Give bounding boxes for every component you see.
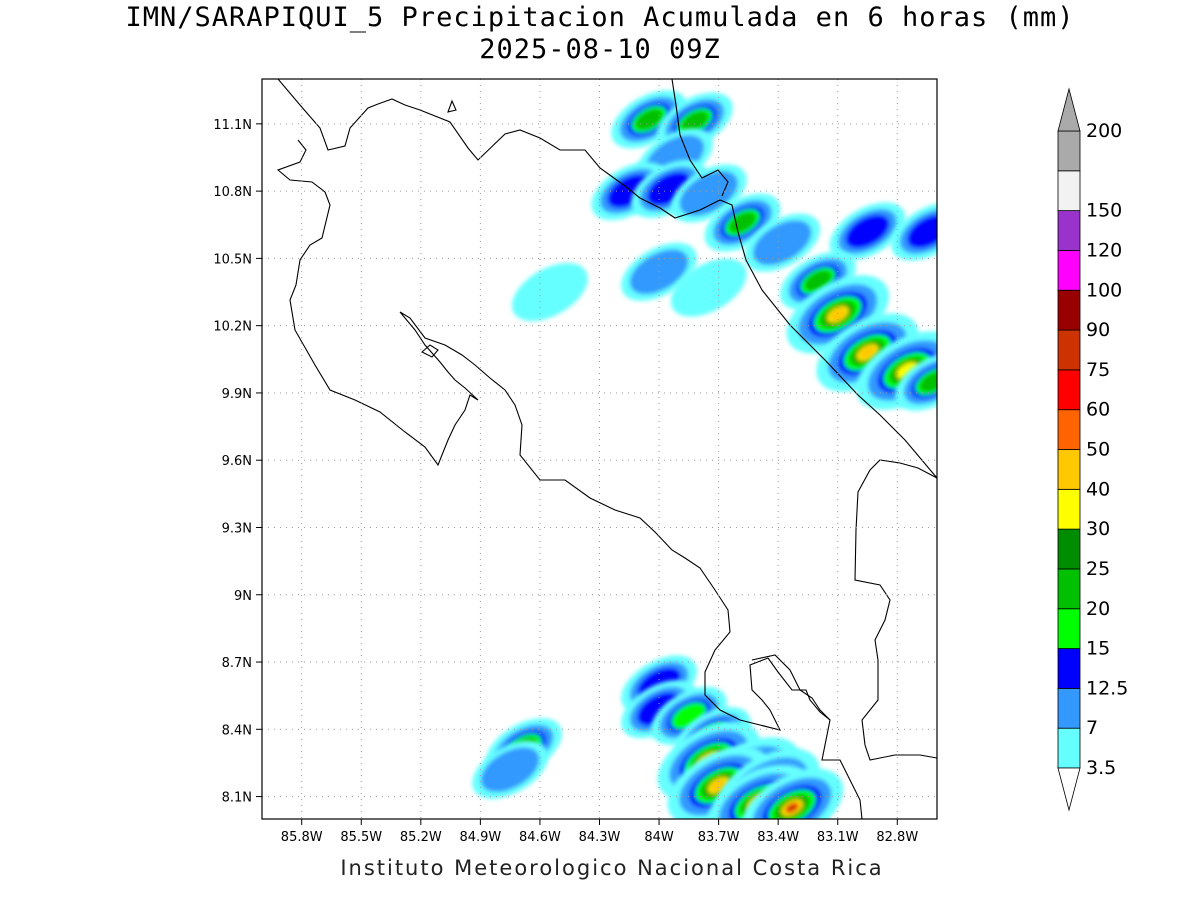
legend-swatch	[1057, 488, 1081, 530]
precip-cell	[511, 262, 588, 322]
legend-label: 90	[1086, 319, 1110, 341]
axis-ticks: 85.8W 85.5W 85.2W 84.9W 84.6W 84.3W 84W 83.7W 83…	[213, 118, 918, 845]
precip-layer	[472, 90, 937, 819]
precip-contour	[729, 212, 756, 233]
tick-label-lon: 85.5W	[340, 830, 382, 845]
legend-label: 50	[1086, 439, 1110, 461]
precip-cell	[740, 768, 844, 819]
tick-label-lat: 9.9N	[222, 387, 252, 402]
precip-contour	[828, 307, 847, 322]
precip-cell	[472, 740, 549, 799]
legend-label: 150	[1086, 200, 1122, 222]
legend-label: 20	[1086, 598, 1110, 620]
chart-title: IMN/SARAPIQUI_5 Precipitacion Acumulada …	[125, 2, 1075, 33]
color-legend: 3.5 7 12.5 15 20 25 30 40 50 60 75 90 100 120 150 200	[1057, 87, 1128, 812]
precip-contour	[858, 345, 877, 360]
legend-label: 25	[1086, 558, 1110, 580]
tick-label-lat: 10.2N	[213, 320, 252, 335]
legend-label: 75	[1086, 359, 1110, 381]
legend-swatch	[1057, 648, 1081, 689]
tick-label-lat: 8.4N	[222, 723, 252, 738]
tick-label-lon: 85.8W	[281, 830, 323, 845]
legend-swatch	[1057, 250, 1081, 291]
legend-swatch	[1057, 130, 1081, 172]
border-nicaragua-river	[671, 79, 729, 197]
legend-swatch	[1057, 409, 1081, 450]
legend-swatch	[1057, 449, 1081, 490]
precip-contour	[845, 214, 890, 249]
precip-cell	[744, 213, 821, 272]
legend-swatch	[1057, 687, 1081, 729]
legend-label: 120	[1086, 239, 1122, 261]
legend-swatch	[1057, 369, 1081, 411]
legend-swatch	[1057, 329, 1081, 371]
legend-swatch	[1057, 727, 1081, 769]
precip-contour	[481, 747, 540, 793]
tick-label-lat: 9.3N	[222, 521, 252, 536]
coastline-panama-peninsula	[751, 654, 831, 721]
legend-swatch	[1057, 210, 1081, 251]
tick-label-lon: 82.8W	[876, 830, 918, 845]
precip-contour	[511, 262, 588, 322]
legend-label: 40	[1086, 478, 1110, 500]
coastline-gulf-nicoya-island	[421, 344, 439, 358]
precip-cell	[670, 258, 747, 317]
precip-contour	[681, 111, 708, 132]
legend-swatch	[1057, 568, 1081, 610]
precip-contour	[679, 171, 738, 216]
precip-cell	[891, 202, 937, 261]
tick-label-lat: 8.7N	[222, 656, 252, 671]
coastline-main	[277, 79, 937, 479]
tick-label-lat: 9.6N	[222, 454, 252, 469]
legend-label: 7	[1086, 717, 1098, 739]
legend-label: 200	[1086, 120, 1122, 142]
footer-credit: Instituto Meteorologico Nacional Costa R…	[340, 856, 884, 880]
legend-swatch	[1057, 170, 1081, 212]
legend-swatch	[1057, 528, 1081, 570]
tick-label-lon: 85.2W	[400, 830, 442, 845]
legend-label: 30	[1086, 518, 1110, 540]
coastline-pacific	[276, 139, 863, 819]
tick-label-lon: 83.4W	[757, 830, 799, 845]
tick-label-lon: 84.9W	[459, 830, 501, 845]
tick-label-lat: 11.1N	[213, 118, 252, 133]
precip-cell	[895, 352, 937, 411]
legend-top-triangle	[1057, 87, 1081, 132]
tick-label-lat: 8.1N	[222, 791, 252, 806]
precip-contour	[670, 258, 747, 317]
precip-cell	[704, 193, 781, 252]
tick-label-lon: 84.3W	[579, 830, 621, 845]
tick-label-lon: 84W	[644, 830, 674, 845]
legend-label: 12.5	[1086, 677, 1128, 699]
legend-swatch	[1057, 289, 1081, 331]
precip-contour	[919, 371, 937, 392]
legend-label: 3.5	[1086, 757, 1116, 779]
coastline-layer	[276, 79, 937, 819]
precip-contour	[636, 109, 663, 130]
coastline-caribbean-panama	[854, 459, 937, 761]
legend-swatch	[1057, 608, 1081, 649]
tick-label-lat: 10.5N	[213, 252, 252, 267]
precip-contour	[753, 220, 812, 266]
legend-bottom-triangle	[1057, 767, 1081, 812]
precip-cell	[829, 202, 906, 261]
tick-label-lon: 83.1W	[817, 830, 859, 845]
chart-subtitle-datetime: 2025-08-10 09Z	[479, 34, 721, 65]
tick-label-lon: 83.7W	[698, 830, 740, 845]
precip-contour	[787, 804, 797, 812]
legend-label: 100	[1086, 279, 1122, 301]
precip-contour	[907, 214, 937, 249]
legend-label: 15	[1086, 638, 1110, 660]
tick-label-lat: 10.8N	[213, 185, 252, 200]
coastline-lake-island	[447, 99, 457, 113]
legend-label: 60	[1086, 399, 1110, 421]
tick-label-lon: 84.6W	[519, 830, 561, 845]
tick-label-lat: 9N	[234, 589, 252, 604]
